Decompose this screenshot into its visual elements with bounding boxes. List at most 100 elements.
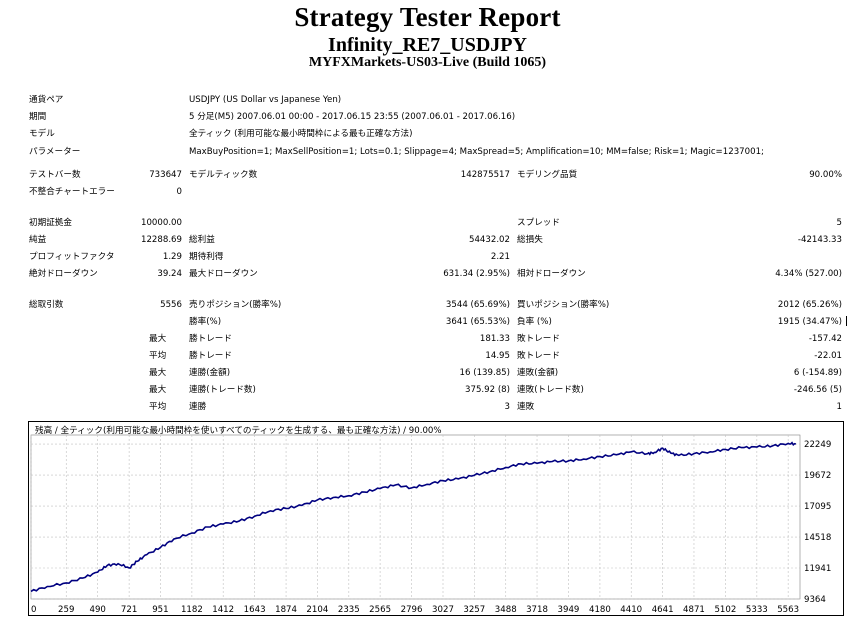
absolute-drawdown-value: 39.24 — [157, 269, 182, 279]
gross-loss-label: 総損失 — [517, 235, 543, 245]
gross-profit-label: 総利益 — [189, 235, 215, 245]
long-positions-label: 買いポジション(勝率%) — [517, 300, 610, 310]
period-value: 5 分足(M5) 2007.06.01 00:00 - 2017.06.15 2… — [189, 112, 516, 122]
x-tick-label: 2796 — [401, 605, 423, 615]
y-tick-label: 9364 — [804, 595, 826, 605]
model-label: モデル — [29, 129, 55, 139]
x-tick-label: 3257 — [463, 605, 485, 615]
win-rate-value: 3641 (65.53%) — [445, 317, 510, 327]
largest-loss-value: -157.42 — [808, 334, 842, 344]
y-tick-label: 22249 — [804, 440, 831, 450]
max-consecutive-wins-value: 16 (139.85) — [459, 368, 510, 378]
max-consecutive-profit-value: 375.92 (8) — [465, 385, 510, 395]
spread-value: 5 — [836, 218, 842, 228]
short-positions-label: 売りポジション(勝率%) — [189, 300, 282, 310]
x-tick-label: 3949 — [558, 605, 580, 615]
x-tick-label: 5102 — [714, 605, 736, 615]
largest-win-label: 勝トレード — [189, 334, 232, 344]
total-trades-label: 総取引数 — [29, 300, 64, 310]
broker-name: MYFXMarkets-US03-Live (Build 1065) — [308, 55, 547, 70]
absolute-drawdown-label: 絶対ドローダウン — [29, 269, 98, 279]
ticks-label: モデルティック数 — [189, 170, 258, 180]
ticks-value: 142875517 — [460, 170, 510, 180]
x-tick-label: 1412 — [212, 605, 234, 615]
parameters-value: MaxBuyPosition=1; MaxSellPosition=1; Lot… — [189, 147, 764, 157]
largest-loss-label: 敗トレード — [517, 334, 560, 344]
x-tick-label: 3027 — [432, 605, 454, 615]
short-positions-value: 3544 (65.69%) — [445, 300, 510, 310]
profit-factor-label: プロフィットファクタ — [29, 252, 115, 262]
expert-name: Infinity_RE7_USDJPY — [328, 34, 527, 56]
max-consecutive-loss-value: -246.56 (5) — [793, 385, 842, 395]
net-profit-label: 純益 — [29, 235, 47, 245]
average-loss-label: 敗トレード — [517, 351, 560, 361]
maximal-drawdown-label: 最大ドローダウン — [189, 269, 258, 279]
x-tick-label: 951 — [152, 605, 168, 615]
avg-consecutive-losses-label: 連敗 — [517, 402, 535, 412]
maximal-label: 最大 — [149, 385, 167, 395]
x-tick-label: 5333 — [746, 605, 768, 615]
x-tick-label: 2565 — [369, 605, 391, 615]
x-tick-label: 721 — [121, 605, 137, 615]
x-tick-label: 5563 — [777, 605, 799, 615]
maximal-drawdown-value: 631.34 (2.95%) — [443, 269, 510, 279]
average-loss-value: -22.01 — [814, 351, 842, 361]
maximum-label: 最大 — [149, 368, 167, 378]
relative-drawdown-value: 4.34% (527.00) — [775, 269, 842, 279]
symbol-label: 通貨ペア — [29, 95, 64, 105]
x-tick-label: 4871 — [683, 605, 705, 615]
y-tick-label: 19672 — [804, 471, 831, 481]
x-tick-label: 4180 — [589, 605, 611, 615]
x-tick-label: 0 — [31, 605, 36, 615]
text-cursor — [846, 316, 847, 326]
max-consecutive-losses-value: 6 (-154.89) — [793, 368, 842, 378]
balance-chart: 0 259 490 721 951 1182 1412 1643 1874 2104 2335 256… — [28, 421, 844, 616]
avg-consecutive-losses-value: 1 — [836, 402, 842, 412]
symbol-value: USDJPY (US Dollar vs Japanese Yen) — [189, 95, 342, 105]
x-tick-label: 3718 — [526, 605, 548, 615]
x-tick-label: 4641 — [652, 605, 674, 615]
max-consecutive-loss-label: 連敗(トレード数) — [517, 385, 584, 395]
x-tick-label: 259 — [58, 605, 74, 615]
balance-line — [30, 441, 797, 593]
long-positions-value: 2012 (65.26%) — [777, 300, 842, 310]
report-title: Strategy Tester Report — [294, 2, 561, 32]
expected-payoff-value: 2.21 — [490, 252, 510, 262]
x-tick-label: 2104 — [306, 605, 328, 615]
bars-value: 733647 — [149, 170, 182, 180]
x-tick-label: 1874 — [275, 605, 297, 615]
bars-label: テストバー数 — [29, 170, 81, 180]
largest-win-value: 181.33 — [479, 334, 510, 344]
spread-label: スプレッド — [517, 218, 560, 228]
gross-loss-value: -42143.33 — [797, 235, 842, 245]
largest-label: 最大 — [149, 334, 167, 344]
model-value: 全ティック (利用可能な最小時間枠による最も正確な方法) — [189, 129, 413, 139]
net-profit-value: 12288.69 — [140, 235, 182, 245]
x-tick-label: 1182 — [181, 605, 203, 615]
relative-drawdown-label: 相対ドローダウン — [517, 269, 586, 279]
y-tick-label: 14518 — [804, 533, 831, 543]
win-rate-label: 勝率(%) — [189, 317, 222, 327]
deposit-label: 初期証拠金 — [29, 218, 72, 228]
y-tick-label: 11941 — [804, 564, 831, 574]
gross-profit-value: 54432.02 — [468, 235, 510, 245]
quality-value: 90.00% — [809, 170, 842, 180]
loss-rate-label: 負率 (%) — [517, 317, 552, 327]
avg-consecutive-wins-value: 3 — [504, 402, 510, 412]
x-tick-label: 1643 — [244, 605, 266, 615]
chart-caption: 残高 / 全ティック(利用可能な最小時間枠を使いすべてのティックを生成する、最も… — [35, 426, 442, 436]
average-win-label: 勝トレード — [189, 351, 232, 361]
chart-frame — [28, 421, 844, 616]
average-consecutive-label: 平均 — [149, 402, 167, 412]
total-trades-value: 5556 — [160, 300, 182, 310]
average-win-value: 14.95 — [485, 351, 510, 361]
errors-label: 不整合チャートエラー — [29, 187, 115, 197]
deposit-value: 10000.00 — [140, 218, 182, 228]
x-tick-label: 2335 — [338, 605, 360, 615]
max-consecutive-wins-label: 連勝(金額) — [189, 368, 231, 378]
period-label: 期間 — [29, 112, 47, 122]
expected-payoff-label: 期待利得 — [189, 252, 224, 262]
x-tick-label: 4410 — [620, 605, 642, 615]
errors-value: 0 — [176, 187, 182, 197]
y-tick-label: 17095 — [804, 502, 831, 512]
